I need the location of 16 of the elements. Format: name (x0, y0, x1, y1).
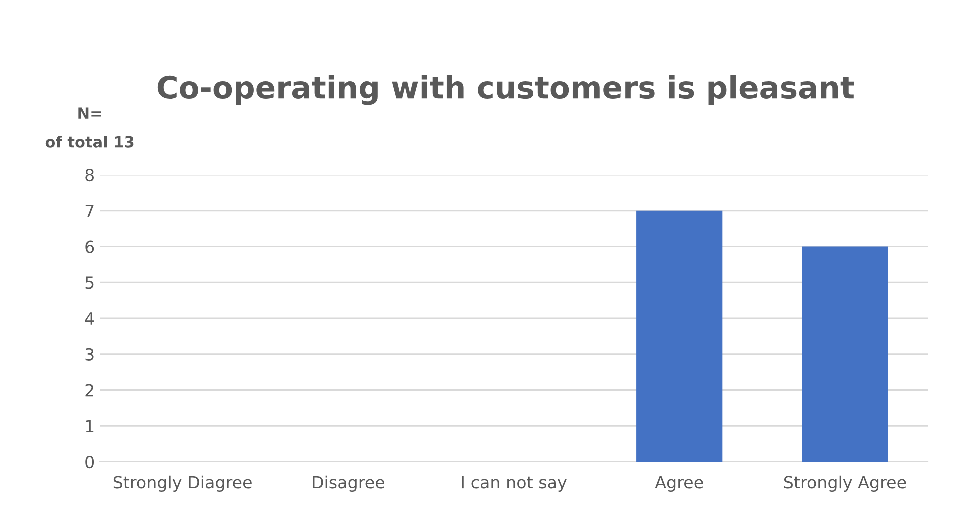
y-tick-label: 1 (86, 420, 94, 432)
y-tick-label: 8 (86, 168, 94, 182)
x-tick-label: I can not say (462, 476, 567, 492)
y-tick-label: 5 (86, 276, 94, 290)
y-tick-label: 3 (86, 348, 94, 361)
y-tick-label: 4 (85, 312, 94, 325)
y-tick-label: 0 (86, 456, 94, 469)
chart-title: Co-operating with customers is pleasant (158, 75, 854, 106)
y-tick-label: 2 (86, 384, 94, 397)
x-tick-label: Disagree (313, 476, 384, 492)
y-axis-title: N= of total 13 (46, 108, 134, 148)
y-tick-label: 7 (86, 205, 94, 218)
x-tick-label: Strongly Diagree (114, 476, 252, 492)
y-tick-label: 6 (86, 240, 94, 254)
x-tick-label: Agree (655, 476, 704, 492)
x-tick-label: Strongly Agree (784, 476, 906, 492)
